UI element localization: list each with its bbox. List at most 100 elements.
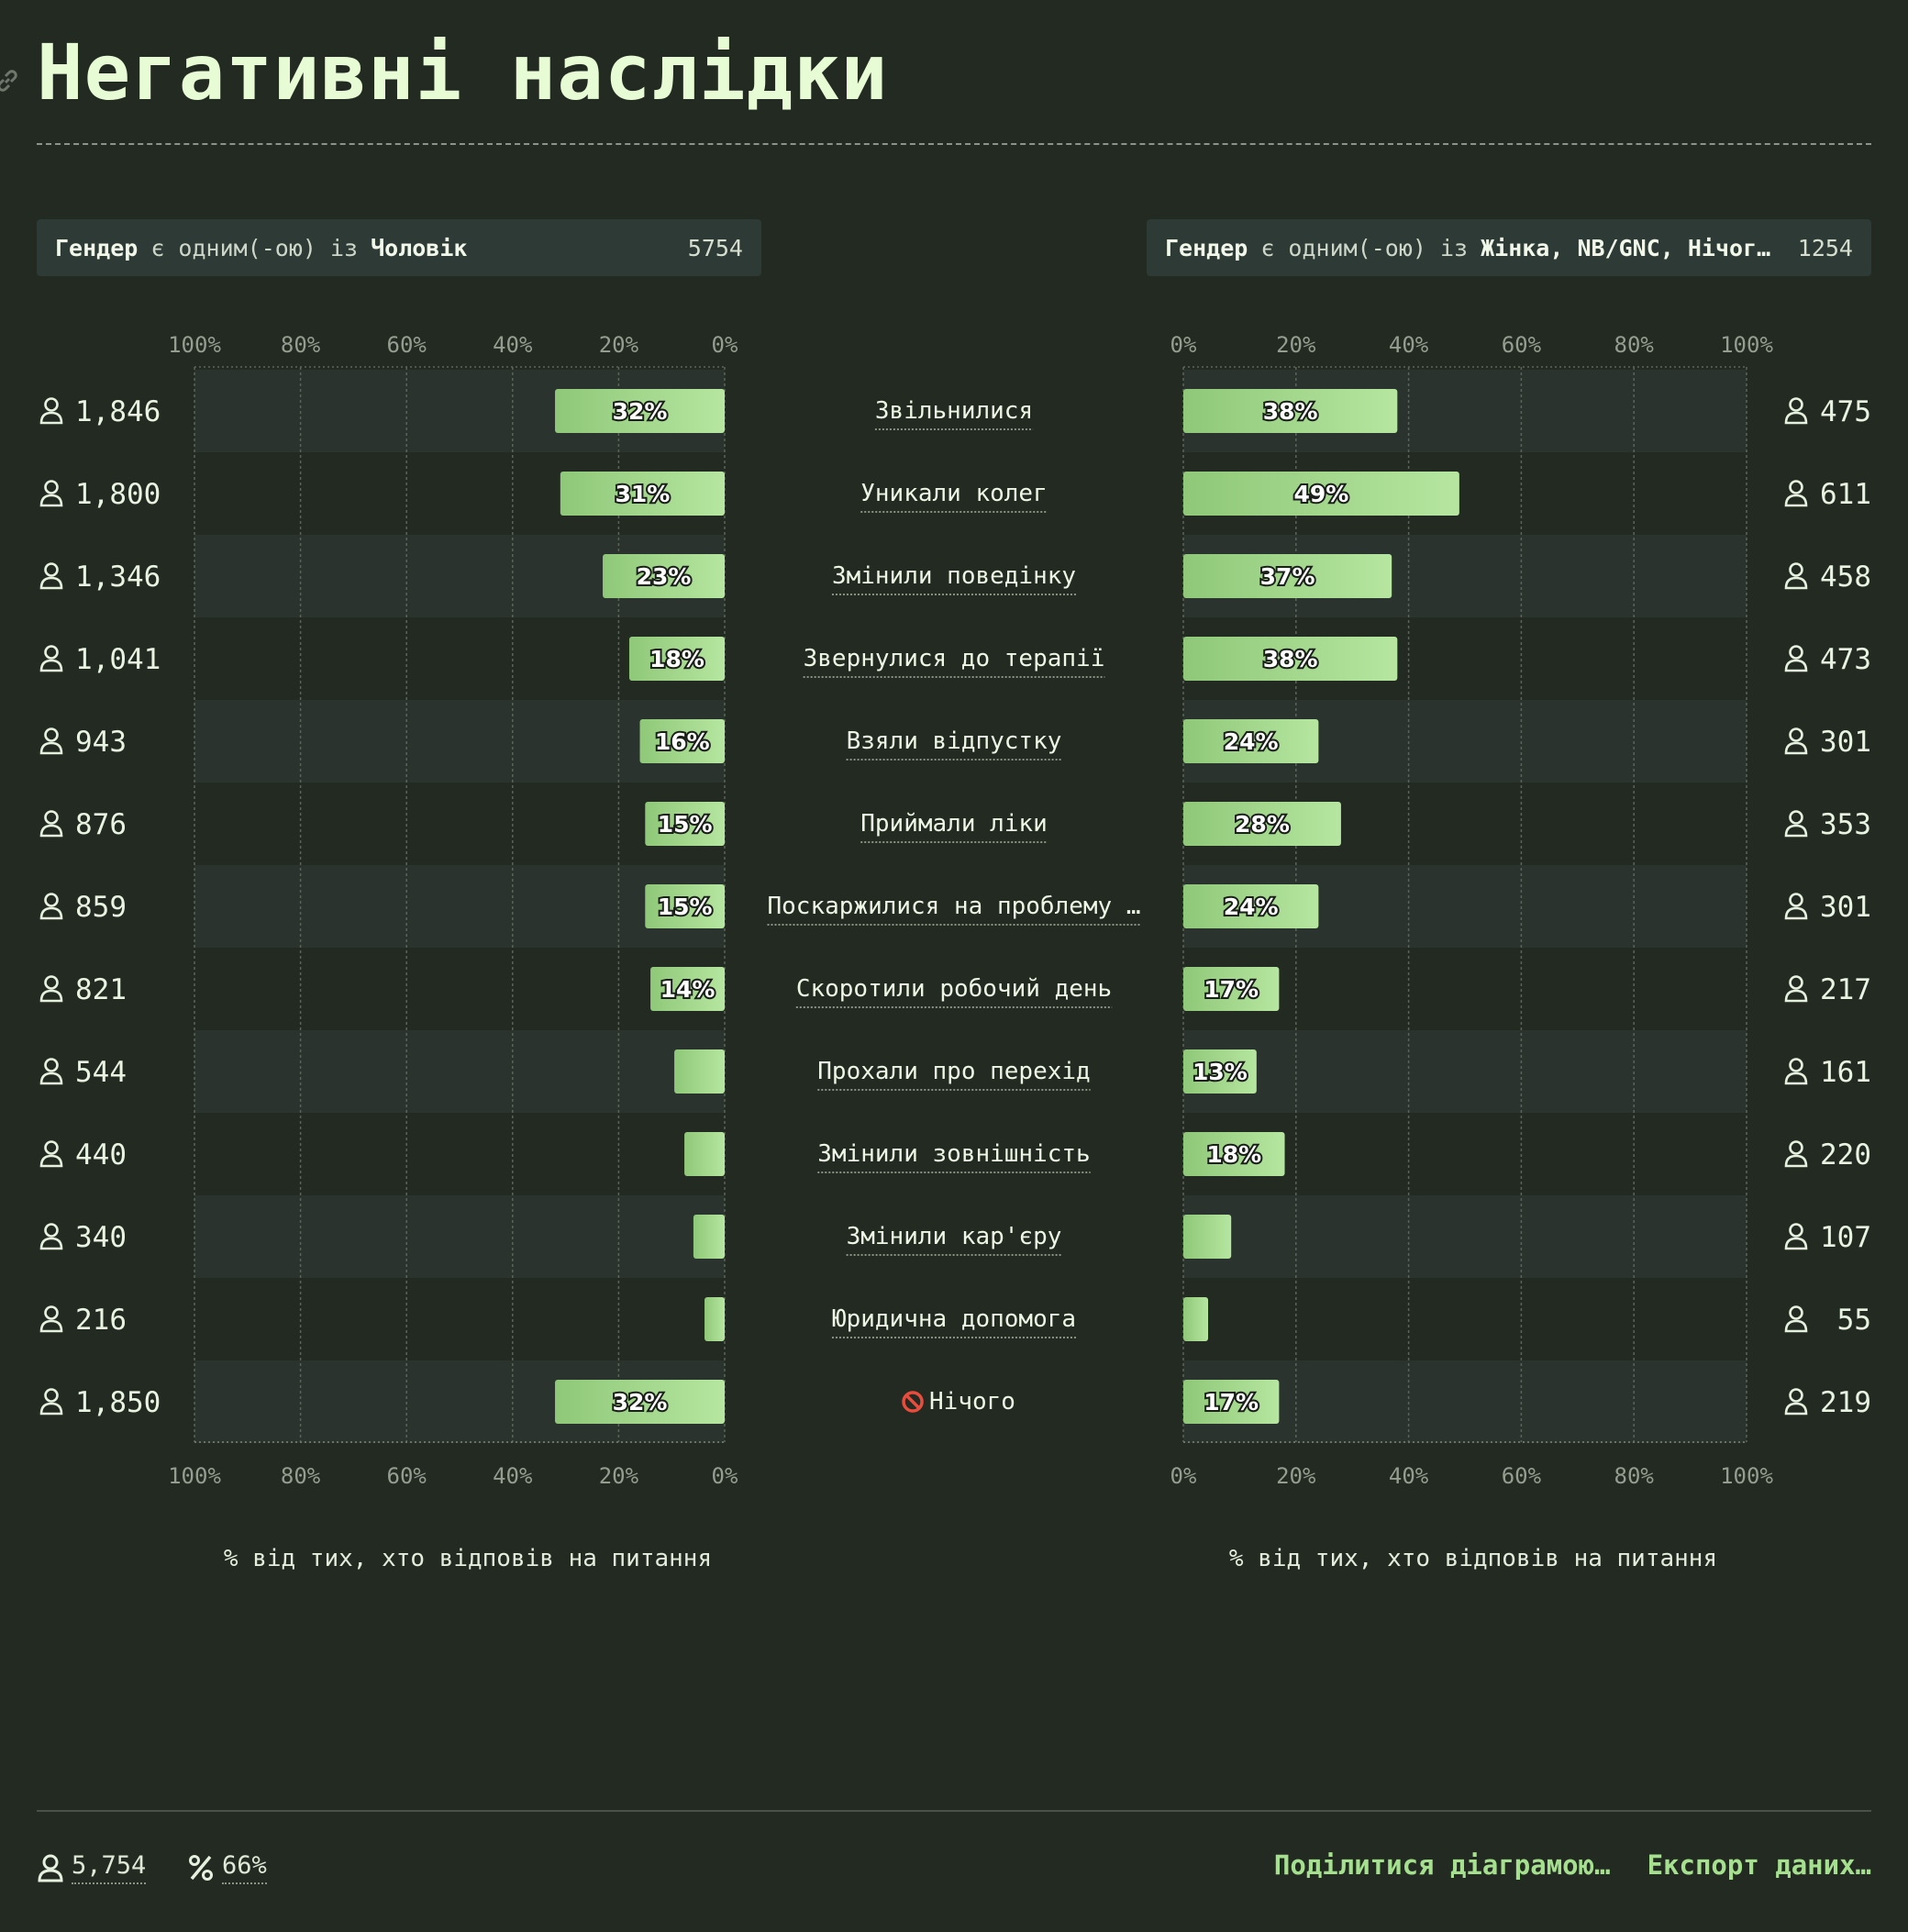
bar-label: 23% [637, 563, 692, 590]
respondents-stat[interactable]: 5,754 [37, 1851, 147, 1884]
category-label[interactable]: Приймали ліки [860, 810, 1048, 838]
bar-right[interactable] [1183, 1215, 1232, 1259]
link-icon[interactable] [0, 68, 20, 94]
butterfly-bar-chart: 100% 100% 80% 80% 60% 60% 40% 40% 20% 20% 0% 0% 0% 0%… [39, 332, 1871, 1572]
category-label[interactable]: Звільнилися [875, 397, 1033, 425]
x-tick-label: 40% [493, 332, 533, 358]
row-band [1183, 1030, 1747, 1113]
category-label[interactable]: Взяли відпустку [847, 727, 1062, 755]
category-label[interactable]: Уникали колег [860, 480, 1048, 507]
category-label[interactable]: Юридична допомога [832, 1305, 1076, 1333]
category-label[interactable]: Змінили поведінку [832, 562, 1076, 590]
bar-right[interactable] [1183, 1132, 1285, 1176]
bar-right[interactable] [1183, 884, 1319, 928]
person-icon [1784, 562, 1808, 590]
bar-right[interactable] [1183, 719, 1319, 763]
bar-left[interactable] [555, 389, 725, 433]
row-band [194, 700, 725, 783]
bar-left[interactable] [704, 1297, 725, 1341]
x-tick-label: 80% [281, 332, 321, 358]
prohibited-icon [902, 1391, 924, 1413]
left-count: 1,800 [75, 478, 161, 511]
filter-chip-right[interactable]: Гендер є одним(-ою) із Жінка, NB/GNC, Ні… [1147, 219, 1871, 276]
bar-left[interactable] [674, 1049, 725, 1094]
person-icon [39, 727, 63, 755]
left-count: 943 [75, 726, 127, 759]
x-tick-label: 20% [1276, 1463, 1316, 1489]
share-chart-link[interactable]: Поділитися діаграмою… [1273, 1849, 1611, 1881]
bar-left[interactable] [555, 1380, 725, 1424]
bar-right[interactable] [1183, 1297, 1209, 1341]
person-icon [38, 1854, 63, 1882]
person-icon [39, 893, 63, 920]
left-count: 544 [75, 1056, 127, 1089]
person-icon [39, 1305, 63, 1333]
bar-label: 37% [1260, 563, 1315, 590]
bar-left[interactable] [603, 554, 725, 598]
filter-operator: є одним(-ою) із [150, 234, 359, 261]
right-count: 611 [1820, 478, 1871, 511]
title-divider [37, 143, 1871, 145]
bar-label: 17% [1204, 1389, 1259, 1416]
category-label[interactable]: Звернулися до терапії [804, 645, 1105, 672]
bar-right[interactable] [1183, 802, 1341, 846]
right-count: 475 [1820, 395, 1871, 428]
person-icon [1784, 975, 1808, 1003]
bar-left[interactable] [560, 472, 725, 516]
x-tick-label: 20% [1276, 332, 1316, 358]
bar-right[interactable] [1183, 1380, 1280, 1424]
x-tick-label: 60% [1502, 332, 1542, 358]
bar-label: 14% [660, 976, 716, 1003]
person-icon [1784, 1058, 1808, 1085]
filter-chip-left[interactable]: Гендер є одним(-ою) із Чоловік 5754 [37, 219, 761, 276]
bar-left[interactable] [693, 1215, 725, 1259]
category-label[interactable]: Змінили кар'єру [847, 1223, 1062, 1250]
person-icon [39, 975, 63, 1003]
bar-label: 38% [1263, 646, 1318, 672]
person-icon [1784, 727, 1808, 755]
bar-left[interactable] [650, 967, 725, 1011]
bar-label: 16% [655, 728, 710, 755]
right-count: 217 [1820, 973, 1871, 1006]
category-label[interactable]: Нічого [929, 1388, 1015, 1416]
bar-right[interactable] [1183, 389, 1398, 433]
bar-right[interactable] [1183, 637, 1398, 681]
x-tick-label: 20% [599, 332, 639, 358]
x-tick-label: 0% [1170, 1463, 1197, 1489]
bar-right[interactable] [1183, 554, 1392, 598]
x-tick-label: 60% [1502, 1463, 1542, 1489]
export-data-link[interactable]: Експорт даних… [1647, 1849, 1871, 1881]
bar-label: 13% [1192, 1059, 1248, 1085]
x-tick-label: 0% [712, 1463, 738, 1489]
bar-label: 28% [1235, 811, 1290, 838]
bar-left[interactable] [645, 802, 725, 846]
category-label[interactable]: Поскаржилися на проблему … [768, 893, 1141, 920]
bar-right[interactable] [1183, 1049, 1257, 1094]
bar-label: 18% [649, 646, 704, 672]
left-count: 859 [75, 891, 127, 924]
percent-stat[interactable]: 66% [187, 1851, 267, 1884]
category-label[interactable]: Змінили зовнішність [817, 1140, 1090, 1168]
left-count: 1,846 [75, 395, 161, 428]
x-tick-label: 40% [1389, 1463, 1429, 1489]
right-count: 107 [1820, 1221, 1871, 1254]
left-count: 340 [75, 1221, 127, 1254]
bar-right[interactable] [1183, 472, 1459, 516]
bar-label: 18% [1206, 1141, 1261, 1168]
person-icon [1784, 480, 1808, 507]
right-count: 55 [1837, 1304, 1871, 1337]
x-tick-label: 40% [493, 1463, 533, 1489]
person-icon [1784, 1305, 1808, 1333]
row-band [194, 1030, 725, 1113]
bar-left[interactable] [684, 1132, 725, 1176]
bar-left[interactable] [639, 719, 725, 763]
category-label[interactable]: Скоротили робочий день [796, 975, 1112, 1003]
bar-left[interactable] [645, 884, 725, 928]
bar-label: 24% [1224, 894, 1279, 920]
x-tick-label: 60% [387, 332, 427, 358]
category-label[interactable]: Прохали про перехід [817, 1058, 1090, 1085]
bar-right[interactable] [1183, 967, 1280, 1011]
bar-label: 32% [613, 1389, 668, 1416]
bar-left[interactable] [628, 637, 725, 681]
bar-label: 24% [1224, 728, 1279, 755]
